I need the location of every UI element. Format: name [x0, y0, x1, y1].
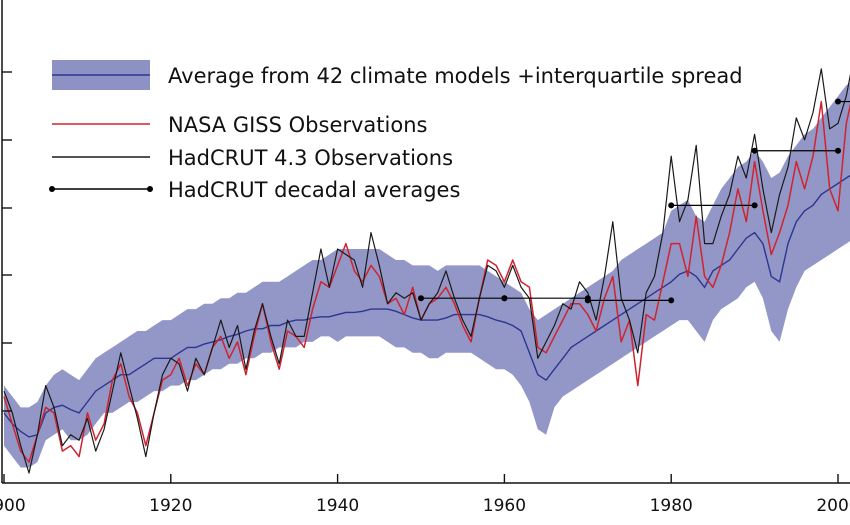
decadal-average-point	[501, 295, 508, 302]
x-tick-label: 2000	[816, 496, 850, 516]
legend: Average from 42 climate models +interqua…	[49, 60, 743, 202]
x-tick-label: 1920	[149, 496, 192, 516]
x-tick-label: 1940	[316, 496, 359, 516]
decadal-average-point	[835, 147, 841, 154]
legend-label-model: Average from 42 climate models +interqua…	[168, 64, 743, 88]
decadal-average-point	[418, 295, 424, 302]
decadal-average-point	[668, 202, 675, 209]
legend-label-giss: NASA GISS Observations	[168, 113, 427, 137]
decadal-average-point	[751, 202, 758, 209]
x-tick-label: 1980	[650, 496, 693, 516]
decadal-average-point	[668, 297, 675, 304]
legend-decadal-dot-start	[49, 186, 55, 192]
series-line-hadcrut	[3, 68, 850, 474]
plot-area	[3, 68, 850, 474]
model-interquartile-band	[4, 82, 850, 468]
legend-decadal-dot-end	[147, 186, 153, 192]
decadal-average-point	[584, 297, 591, 304]
series-line-model-mean	[3, 174, 850, 438]
legend-label-hadcrut: HadCRUT 4.3 Observations	[168, 146, 453, 170]
decadal-average-point	[835, 98, 841, 105]
legend-label-decadal: HadCRUT decadal averages	[168, 178, 460, 202]
x-tick-label: 1960	[483, 496, 526, 516]
x-tick-label: 1900	[0, 496, 26, 516]
decadal-average-point	[751, 147, 758, 154]
